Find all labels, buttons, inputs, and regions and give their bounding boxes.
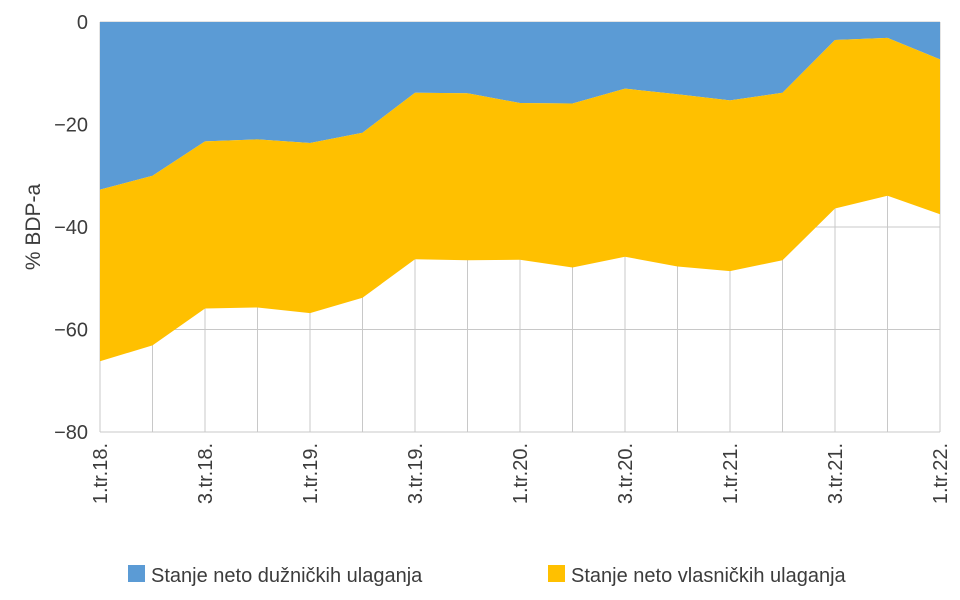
legend-label-debt: Stanje neto dužničkih ulaganja [151,565,423,587]
x-tick-label: 1.tr.19. [300,443,322,504]
legend-swatch-debt [128,565,145,582]
area-series-equity [100,37,940,362]
y-tick-label: −20 [54,115,88,137]
y-tick-label: −60 [54,320,88,342]
x-axis-tick-labels: 1.tr.18. 3.tr.18. 1.tr.19. 3.tr.19. 1.tr.20.… [90,443,952,504]
y-axis-title: % BDP-a [22,184,45,271]
y-tick-label: −40 [54,217,88,239]
y-tick-label: 0 [77,12,88,34]
x-tick-label: 1.tr.21. [720,443,742,504]
x-tick-label: 1.tr.20. [510,443,532,504]
x-tick-label: 3.tr.18. [195,443,217,504]
area-series-debt [100,22,940,190]
area-series [100,22,940,362]
x-tick-label: 3.tr.20. [615,443,637,504]
legend: Stanje neto dužničkih ulaganja Stanje ne… [128,565,847,587]
legend-swatch-equity [548,565,565,582]
x-tick-label: 1.tr.18. [90,443,112,504]
legend-label-equity: Stanje neto vlasničkih ulaganja [571,565,847,587]
x-tick-label: 3.tr.19. [405,443,427,504]
x-tick-label: 1.tr.22. [930,443,952,504]
x-tick-label: 3.tr.21. [825,443,847,504]
y-tick-label: −80 [54,422,88,444]
y-axis-tick-labels: 0 −20 −40 −60 −80 [54,12,88,444]
